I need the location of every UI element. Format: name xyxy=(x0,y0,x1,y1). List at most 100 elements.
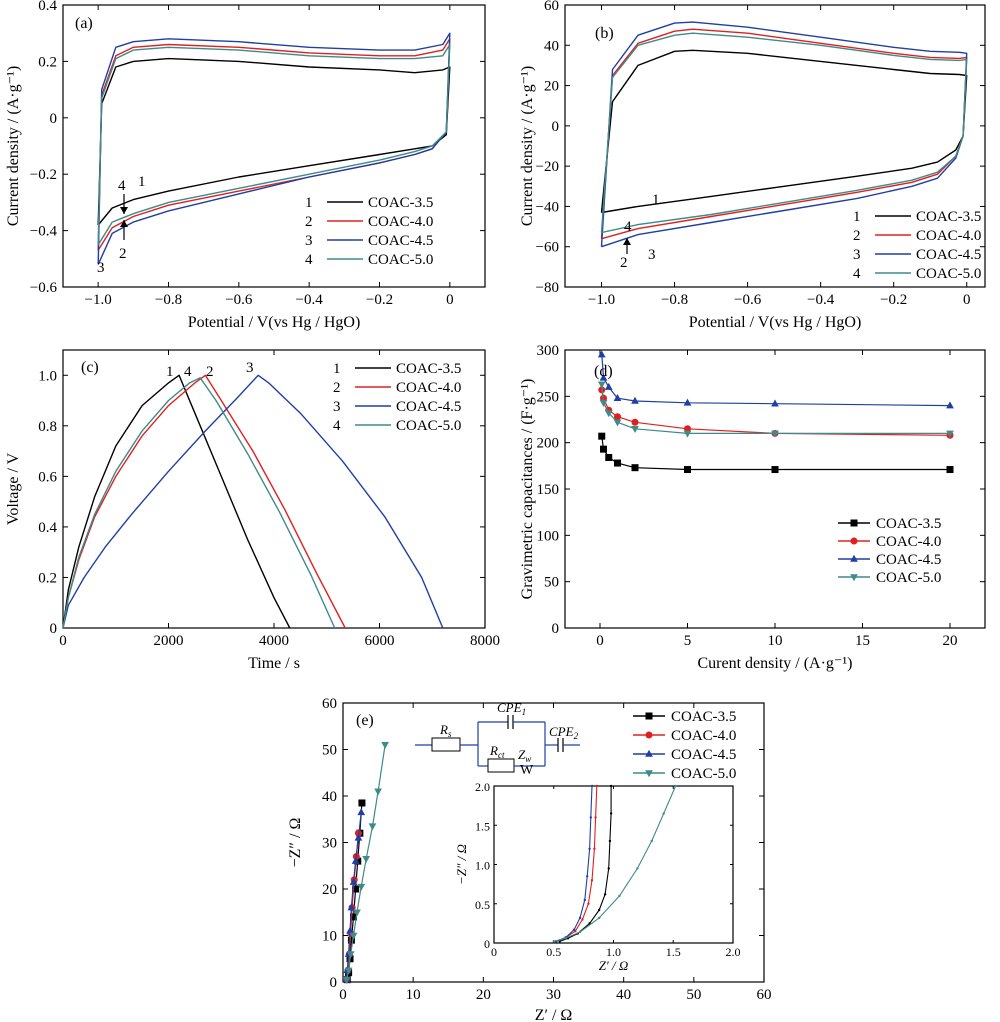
data-point xyxy=(684,425,691,433)
x-tick-label: 0 xyxy=(446,292,454,308)
data-point xyxy=(362,855,371,863)
label-rs-main: R xyxy=(439,722,448,737)
gcd-curve-coac-5.0 xyxy=(62,377,336,629)
y-tick-label: 0.4 xyxy=(38,520,57,536)
data-point xyxy=(354,833,363,841)
capacitance-line-coac-4.5 xyxy=(601,354,951,407)
legend-marker xyxy=(645,770,653,778)
y-tick-label: 0 xyxy=(552,621,560,637)
data-point xyxy=(353,909,361,917)
label-cpe2: CPE2 xyxy=(549,724,579,741)
data-point xyxy=(374,788,382,796)
legend-label: COAC-5.0 xyxy=(916,266,981,282)
cv-curve-coac-5.0 xyxy=(97,43,451,246)
curve-annotation: 2 xyxy=(119,246,127,262)
y-axis-label: Gravimetric capacitances / (F·g⁻¹) xyxy=(519,379,536,600)
legend-number: 3 xyxy=(333,399,341,415)
label-cpe2-main: CPE xyxy=(549,724,574,739)
panel-label: (e) xyxy=(356,712,374,729)
data-point xyxy=(604,382,613,390)
y-axis-label: Current density / (A·g⁻¹) xyxy=(5,66,22,226)
data-point xyxy=(600,445,607,453)
inset-point xyxy=(650,839,653,843)
data-point xyxy=(605,453,613,461)
panel-c: 0 2000 4000 6000 8000 0 0.2 0.4 0.6 0.8 1.0 (c) Volt… xyxy=(5,349,500,672)
curve-annotation: 2 xyxy=(620,255,628,271)
curve-annotation: 1 xyxy=(166,364,174,380)
y-tick-label: 30 xyxy=(322,836,337,852)
inset-point xyxy=(636,867,639,870)
plot-frame xyxy=(564,349,986,629)
plot-frame xyxy=(62,4,486,288)
y-tick-label: −0.6 xyxy=(30,280,58,296)
x-tick-label: 6000 xyxy=(365,633,395,649)
x-axis-label: Z′ / Ω xyxy=(535,1007,573,1022)
label-cpe1-main: CPE xyxy=(497,700,522,715)
data-point xyxy=(344,967,353,975)
data-point xyxy=(604,410,613,418)
panel-d: 0 5 10 15 20050100150200250300(d)Gravimetric… xyxy=(519,343,986,672)
inset-point xyxy=(578,916,582,920)
legend-number: 4 xyxy=(853,266,861,282)
data-point xyxy=(613,393,622,401)
x-tick-label: 15 xyxy=(855,633,870,649)
x-tick-label: 20 xyxy=(943,633,958,649)
x-tick-label: 1.0 xyxy=(606,945,621,959)
label-rct-main: R xyxy=(489,743,498,758)
data-point xyxy=(597,350,606,358)
legend-marker xyxy=(645,712,653,720)
x-axis-label: Time / s xyxy=(248,655,300,672)
inset-point xyxy=(595,784,598,788)
y-axis-label: Voltage / V xyxy=(5,452,22,525)
data-point xyxy=(613,419,622,427)
inset-point xyxy=(552,940,555,943)
x-tick-label: −0.2 xyxy=(366,292,393,308)
curve-annotation: 1 xyxy=(138,174,146,190)
x-tick-label: 1.5 xyxy=(666,945,681,959)
legend-number: 1 xyxy=(333,361,341,377)
legend-label: COAC-3.5 xyxy=(396,361,461,377)
y-tick-label: 10 xyxy=(322,929,337,945)
y-tick-label: 0 xyxy=(552,119,560,135)
curve-annotation: 2 xyxy=(206,364,214,380)
label-zw-sub: w xyxy=(525,754,531,764)
y-tick-label: 0 xyxy=(50,111,58,127)
y-axis-label: −Z″ / Ω xyxy=(287,817,304,867)
nyquist-line-coac-5.0 xyxy=(345,744,386,980)
y-tick-label: 2.0 xyxy=(475,780,490,794)
legend-label: COAC-5.0 xyxy=(876,570,941,586)
curve-annotation: 4 xyxy=(624,219,632,235)
inset-point xyxy=(572,928,576,931)
y-tick-label: 200 xyxy=(537,436,560,452)
legend-number: 1 xyxy=(305,195,313,211)
y-tick-label: 50 xyxy=(322,743,337,759)
inset-point xyxy=(662,812,665,815)
legend-marker xyxy=(850,554,858,562)
inset-point xyxy=(578,930,582,934)
x-tick-label: 5 xyxy=(684,633,692,649)
legend-marker xyxy=(850,574,858,582)
y-tick-label: −20 xyxy=(536,159,559,175)
cv-curve-coac-5.0 xyxy=(600,32,968,234)
curve-annotation: 3 xyxy=(648,247,656,263)
x-tick-label: 40 xyxy=(616,987,631,1003)
panel-label: (d) xyxy=(594,363,613,380)
x-tick-label: −1.0 xyxy=(85,292,112,308)
data-point xyxy=(771,430,779,438)
x-tick-label: 20 xyxy=(476,987,491,1003)
legend-number: 2 xyxy=(853,228,861,244)
inset-point xyxy=(590,879,594,882)
cv-curve-coac-3.5 xyxy=(97,57,451,226)
inset-point xyxy=(589,816,592,819)
x-tick-label: −0.4 xyxy=(807,292,835,308)
inset-point xyxy=(581,918,584,921)
inset-point xyxy=(588,847,591,850)
label-rs-sub: s xyxy=(448,729,452,739)
curve-annotation: 4 xyxy=(118,178,126,194)
cv-curve-coac-4.0 xyxy=(600,28,968,240)
y-tick-label: 1.5 xyxy=(475,819,490,833)
y-tick-label: 100 xyxy=(537,528,560,544)
y-tick-label: 0 xyxy=(484,937,490,951)
annotation-arrow-down-head xyxy=(120,207,128,214)
